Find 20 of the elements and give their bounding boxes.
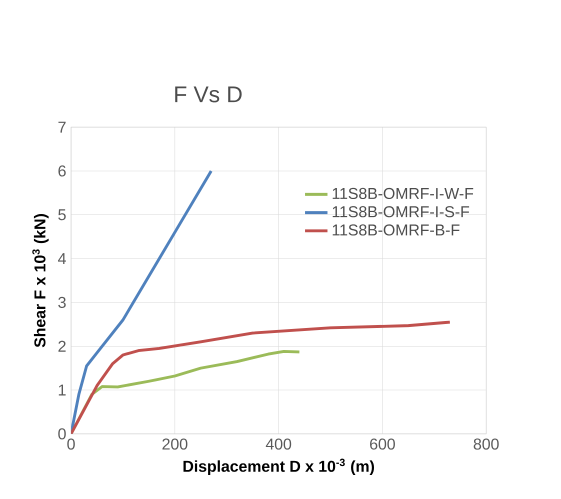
y-tick-label: 5 <box>58 209 66 220</box>
legend-label: 11S8B-OMRF-I-W-F <box>332 188 474 199</box>
legend-label: 11S8B-OMRF-I-S-F <box>332 206 470 218</box>
y-tick-label: 7 <box>58 122 66 132</box>
x-axis-title: Displacement D x 10$^{-3}$ (m) <box>184 458 374 475</box>
x-tick-label: 400 <box>266 438 292 450</box>
legend-label: 11S8B-OMRF-B-F <box>332 224 460 236</box>
line-series <box>71 320 452 434</box>
y-tick-label: 0 <box>58 428 66 440</box>
y-tick-label: 2 <box>58 340 66 352</box>
x-tick-label: 200 <box>162 438 188 450</box>
y-tick-label: 1 <box>58 384 66 396</box>
y-tick-label: 4 <box>58 253 66 264</box>
x-tick-label: 0 <box>67 438 75 450</box>
x-tick-label: 600 <box>370 438 395 450</box>
x-tick-label: 800 <box>474 438 499 450</box>
chart-title: F Vs D <box>175 86 242 102</box>
y-tick-label: 6 <box>58 165 66 176</box>
y-axis-title: Shear F x 10$^{3}$ (kN) <box>32 214 49 348</box>
y-tick-label: 3 <box>58 296 66 308</box>
